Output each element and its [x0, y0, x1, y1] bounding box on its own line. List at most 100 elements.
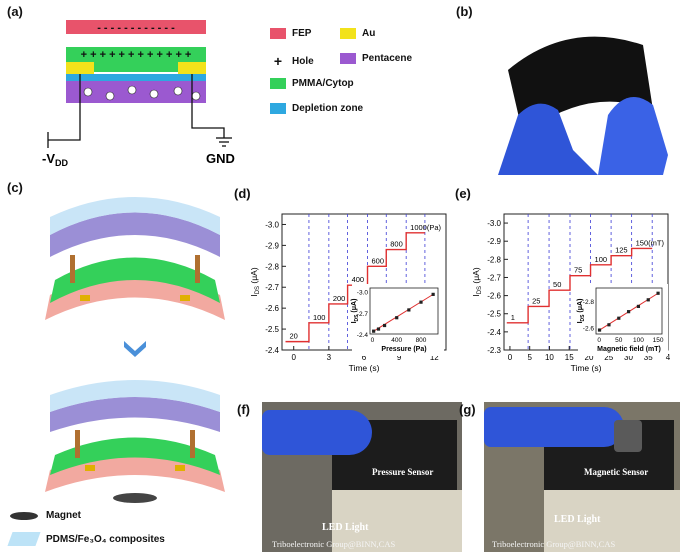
y-tick-label: -3.0 — [487, 219, 501, 228]
x-tick-label: 6 — [362, 353, 367, 362]
inset-y-tick-label: -2.6 — [583, 325, 595, 332]
y-tick-label: -2.8 — [265, 262, 279, 271]
x-tick-label: 20 — [585, 353, 594, 362]
plus-icon: + — [273, 53, 283, 69]
inset-x-tick-label: 0 — [371, 337, 375, 344]
positive-charges: + + + + + + + + + + + + — [81, 49, 192, 61]
led-label-g: LED Light — [554, 514, 601, 525]
y-tick-label: -2.7 — [487, 273, 501, 282]
step-label: 100 — [595, 255, 608, 264]
chart-d: -3.0-2.9-2.8-2.7-2.6-2.5-2.40 3 6 9 12201002… — [249, 213, 447, 373]
step-label: 20 — [290, 332, 298, 341]
x-tick-label: 15 — [565, 353, 574, 362]
depletion-layer — [66, 74, 206, 81]
step-label: 800 — [390, 240, 403, 249]
inset-y-tick-label: -2.7 — [357, 311, 369, 318]
panel-label-g: (g) — [459, 402, 476, 417]
inset-x-tick-label: 150 — [653, 337, 664, 344]
inset-data-point — [376, 327, 381, 331]
y-tick-label: -2.4 — [265, 346, 279, 355]
step-label: 150(mT) — [636, 238, 665, 247]
y-axis-label: IDS (μA) — [471, 267, 483, 296]
y-tick-label: -3.0 — [265, 220, 279, 229]
x-tick-label: 25 — [604, 353, 613, 362]
panel-label-c: (c) — [7, 180, 23, 195]
inset-data-point — [395, 316, 399, 320]
credit-f: Triboelectronic Group@BINN,CAS — [272, 539, 396, 549]
legend-pentacene: Pentacene — [340, 53, 412, 64]
x-tick-label: 12 — [430, 353, 439, 362]
step-label: 125 — [615, 246, 628, 255]
composite-icon — [7, 532, 41, 546]
inset-data-point — [627, 310, 631, 314]
inset-background — [352, 284, 444, 356]
step-label: 600 — [372, 256, 385, 265]
inset-x-tick-label: 100 — [633, 337, 644, 344]
y-tick-label: -2.7 — [265, 283, 279, 292]
y-tick-label: -2.3 — [487, 346, 501, 355]
x-tick-label: 0 — [291, 353, 296, 362]
sensor-label-f: Pressure Sensor — [372, 467, 434, 477]
y-tick-label: -2.5 — [487, 310, 501, 319]
inset-y-tick-label: -3.0 — [357, 290, 369, 297]
y-tick-label: -2.9 — [487, 237, 501, 246]
step-label: 75 — [574, 266, 582, 275]
inset-x-tick-label: 50 — [615, 337, 623, 344]
inset-data-point — [419, 300, 423, 304]
step-label: 1 — [511, 313, 515, 322]
panel-label-e: (e) — [455, 186, 471, 201]
gloved-hand — [484, 407, 624, 447]
x-axis-label: Time (s) — [571, 363, 602, 373]
x-tick-label: 9 — [397, 353, 402, 362]
breadboard — [332, 490, 462, 552]
legend-composite: PDMS/Fe₃O₄ composites — [7, 532, 165, 546]
legend-magnet: Magnet — [10, 510, 81, 521]
inset-y-axis-label: IDS (μA) — [351, 299, 360, 324]
credit-g: Triboelectronic Group@BINN,CAS — [492, 539, 616, 549]
inset-data-point — [636, 304, 641, 308]
gloved-hand-right — [598, 97, 668, 175]
inset-frame — [595, 287, 663, 335]
panel-label-d: (d) — [234, 186, 251, 201]
inset-data-point — [646, 298, 650, 302]
legend-au: Au — [340, 28, 375, 39]
sensor-label-g: Magnetic Sensor — [584, 467, 649, 477]
breadboard — [544, 490, 680, 552]
schematic-c — [30, 195, 240, 525]
chevron-down-icon — [124, 341, 146, 357]
hole-carriers — [83, 85, 201, 101]
chart-e: -3.0-2.9-2.8-2.7-2.6-2.5-2.4-2.30 5 10 15 20… — [471, 213, 671, 373]
ground-symbol — [216, 137, 232, 147]
led-label-f: LED Light — [322, 522, 369, 533]
step-label: 200 — [333, 294, 346, 303]
gnd-label: GND — [206, 151, 235, 166]
inset-frame — [369, 287, 439, 335]
gnd-wire — [191, 74, 225, 138]
photo-pressure-demo: Pressure Sensor LED Light Triboelectroni… — [262, 402, 462, 552]
inset-data-point — [607, 323, 611, 327]
x-tick-label: 3 — [327, 353, 332, 362]
inset-x-tick-label: 0 — [597, 337, 601, 344]
y-tick-label: -2.6 — [265, 304, 279, 313]
fep-layer — [66, 20, 206, 34]
step-label: 100 — [313, 313, 326, 322]
inset-data-point — [382, 323, 387, 328]
inset-data-point — [431, 292, 435, 296]
magnet-block — [614, 420, 642, 452]
y-tick-label: -2.5 — [265, 325, 279, 334]
inset-y-tick-label: -2.4 — [357, 332, 369, 339]
inset-data-point — [597, 328, 602, 332]
step-label: 1000(Pa) — [410, 223, 441, 232]
inset-x-axis-label: Magnetic field (mT) — [597, 346, 661, 353]
x-tick-label: 30 — [624, 353, 633, 362]
step-series — [506, 247, 653, 324]
step-label: 400 — [352, 275, 365, 284]
vdd-wire — [48, 74, 81, 141]
inset-data-point — [372, 329, 376, 333]
inset-x-axis-label: Pressure (Pa) — [381, 346, 426, 353]
panel-label-a: (a) — [7, 4, 23, 19]
step-label: 50 — [553, 280, 561, 289]
device-3d-bottom — [45, 380, 225, 503]
photo-flexible-device — [478, 15, 678, 175]
inset-x-tick-label: 800 — [416, 337, 427, 344]
